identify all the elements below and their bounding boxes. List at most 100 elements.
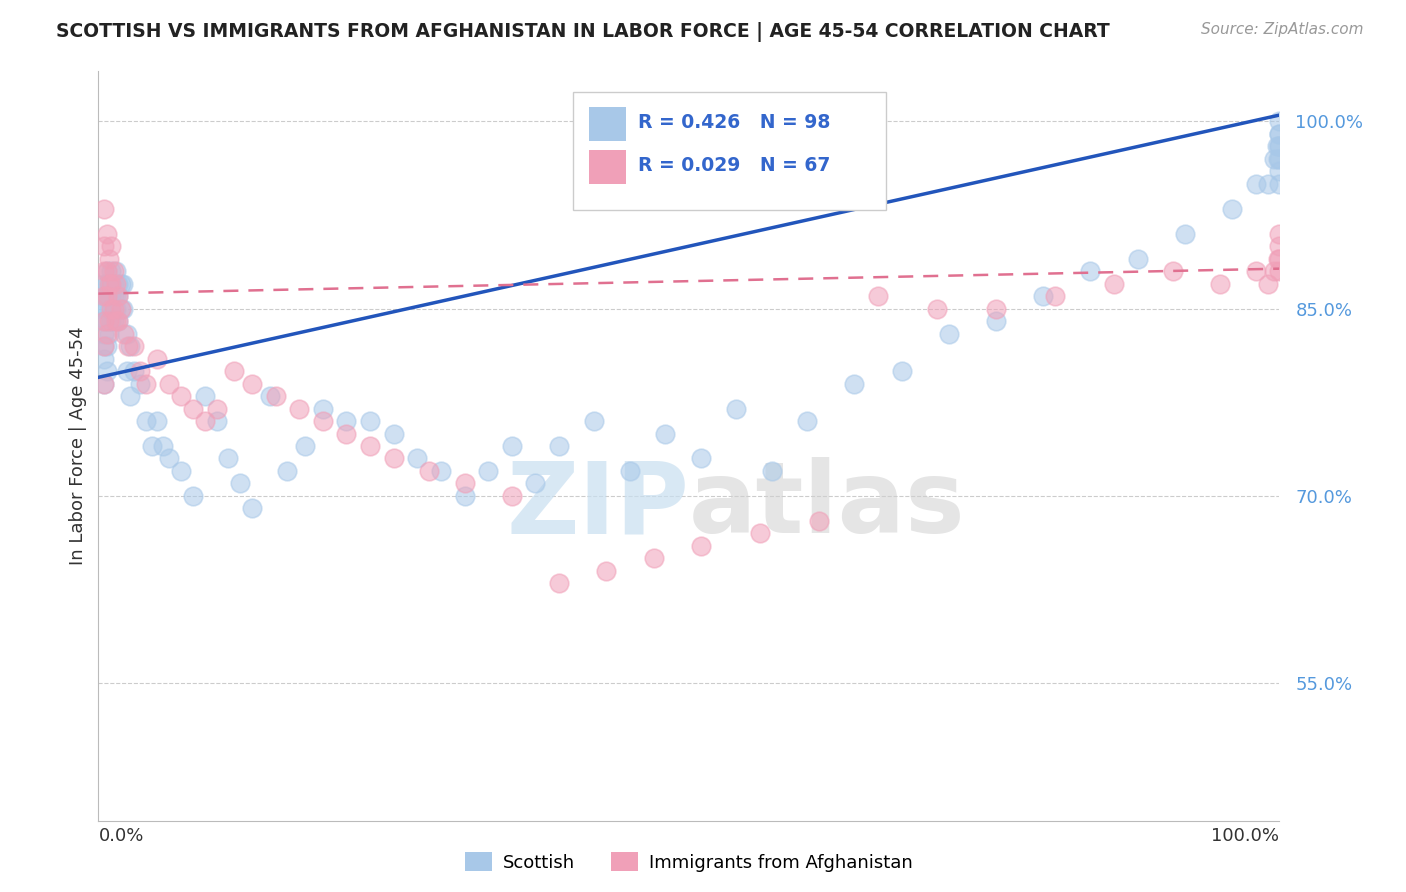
Point [595, 564, 617, 578]
Point [96, 277, 118, 291]
Point [100, 277, 122, 291]
Point [583, 414, 606, 428]
Point [1263, 264, 1285, 278]
Point [501, 489, 523, 503]
Point [93, 239, 115, 253]
Point [418, 464, 440, 478]
Point [93, 314, 115, 328]
Point [100, 301, 122, 316]
Point [643, 551, 665, 566]
Point [98, 277, 121, 291]
Point [453, 476, 475, 491]
Point [654, 426, 676, 441]
Point [157, 451, 180, 466]
Point [98, 289, 121, 303]
Point [938, 326, 960, 341]
Point [548, 576, 571, 591]
Point [170, 389, 193, 403]
Point [93, 339, 115, 353]
Point [141, 439, 163, 453]
Point [96, 364, 118, 378]
Point [117, 339, 139, 353]
Point [217, 451, 239, 466]
Point [135, 376, 157, 391]
Point [1043, 289, 1066, 303]
FancyBboxPatch shape [574, 92, 886, 210]
Point [294, 439, 316, 453]
Point [1257, 277, 1279, 291]
Point [524, 476, 547, 491]
Point [477, 464, 499, 478]
Point [107, 289, 129, 303]
Point [453, 489, 475, 503]
Point [146, 351, 169, 366]
Point [312, 401, 335, 416]
Text: atlas: atlas [689, 458, 966, 555]
Point [112, 326, 135, 341]
Point [93, 289, 115, 303]
Point [98, 252, 121, 266]
Point [1268, 152, 1291, 166]
Point [98, 326, 121, 341]
Point [748, 526, 770, 541]
Text: R = 0.029   N = 67: R = 0.029 N = 67 [638, 155, 831, 175]
Point [335, 426, 357, 441]
Point [100, 277, 122, 291]
Point [105, 289, 128, 303]
Text: ZIP: ZIP [506, 458, 689, 555]
Point [1268, 127, 1291, 141]
Text: 0.0%: 0.0% [98, 827, 143, 845]
Point [181, 489, 204, 503]
Point [103, 289, 125, 303]
Point [115, 364, 138, 378]
Point [103, 301, 125, 316]
Point [96, 264, 118, 278]
Point [224, 364, 246, 378]
Point [103, 314, 125, 328]
Point [984, 314, 1007, 328]
Point [93, 326, 115, 341]
Point [1032, 289, 1054, 303]
Point [288, 401, 311, 416]
Point [181, 401, 204, 416]
Point [1268, 114, 1291, 128]
Point [264, 389, 287, 403]
Point [110, 277, 132, 291]
Point [93, 351, 115, 366]
Point [93, 376, 115, 391]
Point [382, 426, 405, 441]
Point [135, 414, 157, 428]
Point [100, 239, 122, 253]
Point [96, 264, 118, 278]
Point [1244, 177, 1267, 191]
Point [96, 326, 118, 341]
Point [100, 314, 122, 328]
Text: R = 0.426   N = 98: R = 0.426 N = 98 [638, 112, 831, 132]
Point [128, 364, 150, 378]
Point [1080, 264, 1102, 278]
Point [1268, 139, 1291, 153]
FancyBboxPatch shape [589, 107, 626, 141]
Point [157, 376, 180, 391]
Text: SCOTTISH VS IMMIGRANTS FROM AFGHANISTAN IN LABOR FORCE | AGE 45-54 CORRELATION C: SCOTTISH VS IMMIGRANTS FROM AFGHANISTAN … [56, 22, 1109, 42]
Point [105, 301, 128, 316]
Point [107, 314, 129, 328]
Point [240, 376, 263, 391]
Point [1102, 277, 1125, 291]
Point [1268, 139, 1291, 153]
Point [1268, 264, 1291, 278]
Point [103, 277, 125, 291]
Point [93, 376, 115, 391]
Point [619, 464, 641, 478]
Point [93, 314, 115, 328]
Point [430, 464, 453, 478]
Point [1244, 264, 1267, 278]
Point [128, 376, 150, 391]
Y-axis label: In Labor Force | Age 45-54: In Labor Force | Age 45-54 [69, 326, 87, 566]
Point [359, 439, 381, 453]
Point [93, 264, 115, 278]
Point [1268, 239, 1291, 253]
Point [96, 339, 118, 353]
Point [100, 289, 122, 303]
Point [115, 326, 138, 341]
